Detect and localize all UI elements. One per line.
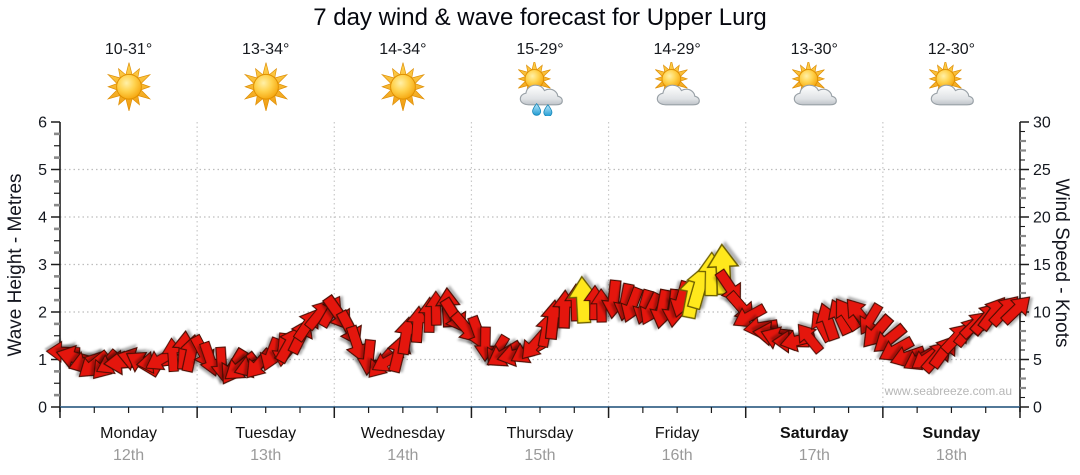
temp-range-label: 14-29° <box>653 41 701 58</box>
temp-range-label: 13-34° <box>242 41 290 58</box>
day-date-label: 18th <box>936 447 967 464</box>
day-name-label: Friday <box>655 425 699 442</box>
day-date-label: 14th <box>387 447 418 464</box>
left-axis-tick-label: 3 <box>38 257 47 274</box>
day-name-label: Sunday <box>923 425 981 442</box>
day-name-label: Monday <box>100 425 157 442</box>
day-date-label: 16th <box>662 447 693 464</box>
day-name-label: Wednesday <box>361 425 445 442</box>
axes: 0 1 2 3 4 5 6 0 5 10 15 20 25 30 Monday 12th Tuesday 13th… <box>38 115 1051 465</box>
right-axis-tick-label: 10 <box>1033 305 1051 322</box>
wind-arrow <box>797 323 825 355</box>
wind-arrow <box>1000 296 1031 326</box>
temp-range-label: 10-31° <box>104 41 153 58</box>
wind-arrows-band <box>45 243 1031 385</box>
sun-cloud-icon <box>654 62 700 106</box>
day-forecast-column: 13-30° <box>746 40 883 116</box>
right-axis-tick-label: 25 <box>1033 162 1051 179</box>
right-axis-tick-label: 5 <box>1033 352 1042 369</box>
left-axis-tick-label: 6 <box>38 115 47 132</box>
right-axis-tick-label: 15 <box>1033 257 1051 274</box>
day-forecast-column: 10-31° <box>60 40 197 116</box>
left-axis-tick-label: 5 <box>38 162 47 179</box>
left-axis-tick-label: 1 <box>38 352 47 369</box>
sun-icon <box>243 62 288 112</box>
temp-range-label: 13-30° <box>790 41 838 58</box>
day-forecast-column: 13-34° <box>197 40 334 116</box>
chart-title: 7 day wind & wave forecast for Upper Lur… <box>313 4 767 31</box>
left-axis-tick-label: 2 <box>38 305 47 322</box>
wind-arrow <box>405 305 430 344</box>
day-name-label: Tuesday <box>235 425 296 442</box>
sun-icon <box>106 62 151 112</box>
left-axis-tick-label: 4 <box>38 210 47 227</box>
day-date-label: 12th <box>113 447 144 464</box>
temp-range-label: 15-29° <box>516 41 564 58</box>
day-forecast-column: 15-29° <box>471 40 608 116</box>
day-date-label: 13th <box>250 447 281 464</box>
day-date-label: 15th <box>524 447 555 464</box>
right-axis-tick-label: 30 <box>1033 115 1051 132</box>
day-name-label: Saturday <box>780 425 849 442</box>
left-axis-tick-label: 0 <box>38 400 47 417</box>
day-forecast-column: 14-34° <box>334 40 471 116</box>
daily-forecast-row: 10-31° 13-34° 14-34° 15-29° 14-29° 13-30° 12-3… <box>60 40 1020 116</box>
right-axis-tick-label: 20 <box>1033 210 1051 227</box>
day-forecast-column: 12-30° <box>883 40 1020 116</box>
day-forecast-column: 14-29° <box>609 40 746 116</box>
day-date-label: 17th <box>799 447 830 464</box>
right-axis-tick-label: 0 <box>1033 400 1042 417</box>
sun-cloud-rain-icon <box>517 62 563 116</box>
wind-arrow <box>590 288 613 323</box>
temp-range-label: 12-30° <box>927 41 976 58</box>
day-name-label: Thursday <box>507 425 574 442</box>
sun-icon <box>380 62 425 112</box>
sun-cloud-icon <box>791 62 838 106</box>
sun-cloud-icon <box>929 62 975 106</box>
temp-range-label: 14-34° <box>379 41 427 58</box>
wind-arrow <box>732 303 768 328</box>
watermark: www.seabreeze.com.au <box>884 384 1012 398</box>
wind-arrow <box>345 324 370 363</box>
